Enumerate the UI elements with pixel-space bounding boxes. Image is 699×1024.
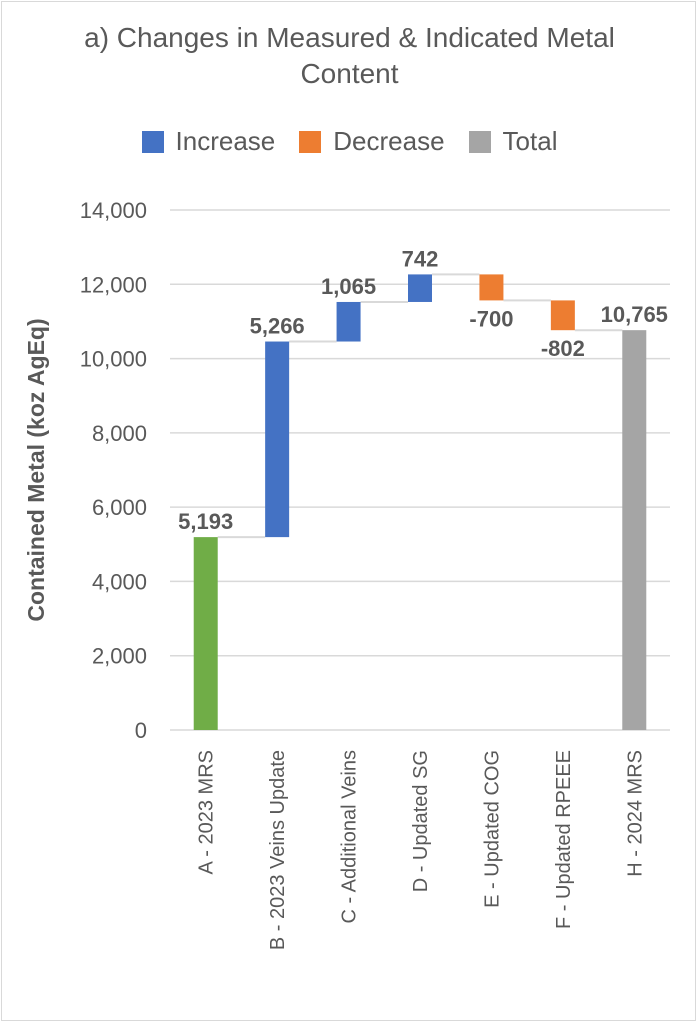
bar-increase bbox=[408, 274, 432, 302]
x-tick-label: F - Updated RPEEE bbox=[553, 750, 575, 929]
legend-label-total: Total bbox=[502, 126, 558, 156]
x-tick-label: C - Additional Veins bbox=[339, 750, 361, 923]
data-label: -802 bbox=[541, 336, 585, 361]
y-tick-label: 2,000 bbox=[92, 644, 147, 669]
chart-title: a) Changes in Measured & Indicated Metal… bbox=[0, 20, 699, 92]
data-label: -700 bbox=[469, 306, 513, 331]
legend-swatch-total bbox=[468, 130, 491, 153]
bar-start bbox=[193, 537, 218, 730]
data-label: 5,266 bbox=[250, 314, 305, 339]
x-tick-label: E - Updated COG bbox=[481, 750, 503, 908]
legend-swatch-decrease bbox=[299, 130, 322, 153]
legend-label-increase: Increase bbox=[175, 126, 276, 156]
y-tick-label: 10,000 bbox=[80, 347, 147, 372]
y-axis-label: Contained Metal (koz AgEq) bbox=[23, 318, 49, 621]
bar-decrease bbox=[479, 274, 504, 301]
x-tick-label: H - 2024 MRS bbox=[624, 750, 646, 877]
legend-item-increase: Increase bbox=[141, 126, 276, 157]
bar-increase bbox=[265, 341, 290, 538]
chart-title-line1: a) Changes in Measured & Indicated Metal bbox=[84, 22, 615, 53]
legend-label-decrease: Decrease bbox=[333, 126, 445, 156]
data-label: 742 bbox=[402, 246, 439, 271]
y-tick-label: 8,000 bbox=[92, 421, 147, 446]
chart-legend: Increase Decrease Total bbox=[0, 126, 699, 157]
y-tick-label: 0 bbox=[135, 718, 147, 743]
bar-decrease bbox=[550, 300, 575, 331]
data-label: 1,065 bbox=[321, 274, 376, 299]
chart-title-line2: Content bbox=[300, 58, 399, 89]
y-tick-label: 14,000 bbox=[80, 198, 147, 223]
legend-swatch-increase bbox=[141, 130, 164, 153]
data-label: 10,765 bbox=[601, 302, 668, 327]
legend-item-total: Total bbox=[468, 126, 558, 157]
x-tick-label: D - Updated SG bbox=[410, 750, 432, 892]
x-tick-label: A - 2023 MRS bbox=[196, 750, 218, 875]
y-tick-label: 12,000 bbox=[80, 272, 147, 297]
data-label: 5,193 bbox=[178, 509, 233, 534]
legend-item-decrease: Decrease bbox=[299, 126, 445, 157]
y-tick-label: 6,000 bbox=[92, 495, 147, 520]
y-tick-label: 4,000 bbox=[92, 569, 147, 594]
x-tick-label: B - 2023 Veins Update bbox=[267, 750, 289, 950]
bar-total bbox=[622, 330, 647, 730]
bar-increase bbox=[336, 301, 361, 342]
